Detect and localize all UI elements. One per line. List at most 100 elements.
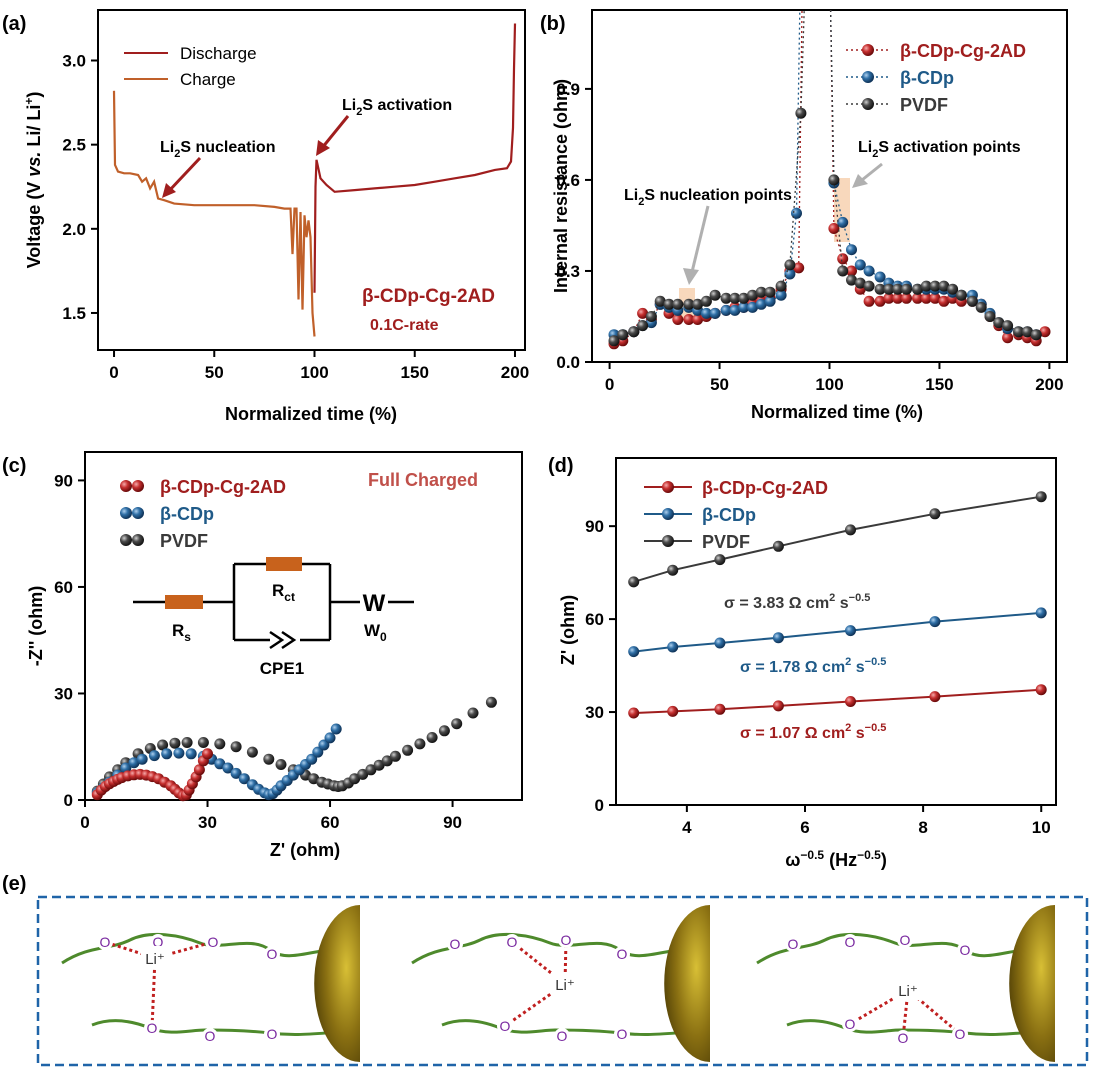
nyquist-point [357, 768, 369, 780]
y-tick-label: 60 [585, 610, 604, 629]
resistance-point [975, 301, 987, 313]
lithium-ion-label: Li⁺ [898, 983, 918, 1000]
oxygen-background [614, 946, 630, 962]
oxygen-atom-label: O [500, 1018, 511, 1034]
annotation-activation: Li2S activation [342, 97, 452, 118]
resistance-point [993, 317, 1005, 329]
y-tick-label: 2.0 [62, 220, 86, 239]
nyquist-point [246, 746, 258, 758]
voltage-line-discharge [112, 90, 316, 337]
oxygen-atom-label: O [147, 1020, 158, 1036]
resistance-point [775, 289, 787, 301]
x-tick-label: 150 [401, 363, 429, 382]
resistance-point [709, 289, 721, 301]
resistance-point [892, 292, 904, 304]
nyquist-point [324, 732, 336, 744]
arrowhead-nucleation [162, 183, 176, 198]
resistance-point [837, 265, 849, 277]
resistance-point [874, 283, 886, 295]
resistance-point [729, 304, 741, 316]
state-label-c: Full Charged [368, 470, 478, 490]
chart-c-frame [84, 451, 523, 801]
warburg-point [772, 540, 784, 552]
resistance-point [947, 283, 959, 295]
legend-b-label-2: β-CDp [900, 68, 954, 88]
legend-b-label-3: PVDF [900, 95, 948, 115]
resistance-point [854, 277, 866, 289]
y-tick-label: 90 [54, 471, 73, 490]
arrow-nucleation-points [690, 205, 710, 273]
coordination-bond [150, 957, 157, 1029]
polymer-chain-lower [786, 1019, 1036, 1037]
lithium-ion-label: Li⁺ [145, 951, 165, 968]
resistance-point [1013, 326, 1025, 338]
nyquist-point [365, 764, 377, 776]
annotation-nucleation: Li2S nucleation [160, 139, 275, 160]
resistance-point [793, 262, 805, 274]
oxygen-background [957, 942, 973, 958]
nyquist-point [193, 764, 205, 776]
resistance-point [863, 280, 875, 292]
x-tick-label: 60 [321, 813, 340, 832]
oxygen-background [497, 1018, 513, 1034]
oxygen-atom-label: O [557, 1028, 568, 1044]
chart-c-series [91, 696, 497, 802]
oxygen-atom-label: O [153, 934, 164, 950]
resistance-point [892, 283, 904, 295]
resistance-trace-discharge [613, 9, 805, 342]
nyquist-point [349, 773, 361, 785]
warburg-point [1035, 607, 1047, 619]
chart-a-frame [97, 9, 526, 351]
nyquist-point [381, 755, 393, 767]
oxygen-background [895, 1030, 911, 1046]
oxygen-background [205, 934, 221, 950]
ylabel-c: -Z'' (ohm) [26, 586, 46, 667]
x-tick-label: 50 [205, 363, 224, 382]
resistance-point [729, 292, 741, 304]
resistance-point [672, 314, 684, 325]
warburg-fit-line [633, 611, 1042, 653]
nyquist-point [181, 737, 193, 748]
chart-d-frame [615, 457, 1057, 806]
nyquist-point [467, 707, 479, 719]
x-tick-label: 0 [80, 813, 89, 832]
annotation-activation-points: Li2S activation points [858, 139, 1021, 160]
x-tick-label: 8 [918, 818, 927, 837]
oxygen-background [447, 936, 463, 952]
sulfur-particle [314, 905, 360, 1062]
resistance-point [920, 280, 932, 292]
resistance-point [828, 174, 840, 186]
legend-label-discharge: Discharge [180, 44, 257, 63]
y-tick-label: 90 [585, 517, 604, 536]
warburg-point [845, 524, 856, 536]
cpe-symbol-2 [281, 630, 297, 650]
oxygen-atom-label: O [898, 1030, 909, 1046]
x-tick-label: 200 [501, 363, 529, 382]
circuit-label-rct: Rct [272, 581, 295, 604]
oxygen-background [842, 934, 858, 950]
nyquist-point [275, 759, 287, 770]
legend-d: β-CDp-Cg-2AD β-CDp PVDF [644, 478, 828, 552]
nyquist-point [485, 696, 497, 708]
warburg-point [772, 700, 784, 712]
resistance-point [938, 295, 950, 307]
oxygen-background [504, 934, 520, 950]
oxygen-atom-label: O [788, 936, 799, 952]
nyquist-point [214, 738, 226, 750]
resistance-point [863, 265, 875, 277]
nyquist-point [426, 732, 438, 743]
oxygen-atom-label: O [507, 934, 518, 950]
resistance-point [747, 301, 758, 313]
oxygen-background [952, 1026, 968, 1042]
circuit-label-w: W [363, 590, 386, 617]
x-tick-label: 50 [710, 375, 729, 394]
legend-b-marker-2 [862, 71, 874, 83]
voltage-line-charge [313, 23, 517, 293]
chart-b-series [608, 9, 1051, 350]
legend-c-label-2: β-CDp [160, 504, 214, 524]
legend-d-label-3: PVDF [702, 532, 750, 552]
oxygen-background [144, 1020, 160, 1036]
warburg-point [1035, 684, 1047, 696]
resistance-point [863, 295, 875, 307]
